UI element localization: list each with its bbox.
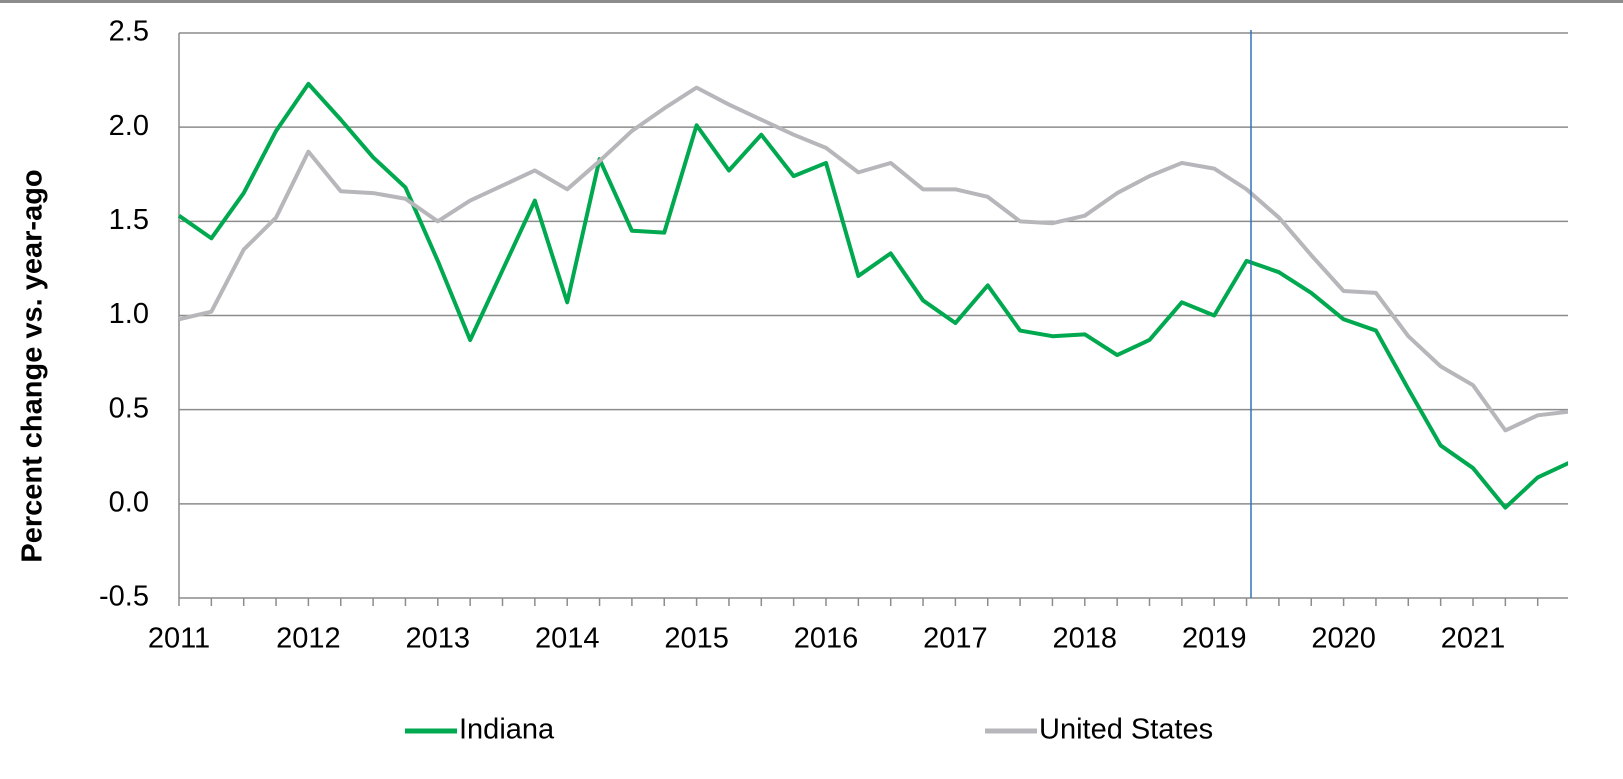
x-tick-label: 2016 (794, 623, 859, 655)
y-tick-label: 0.5 (109, 392, 149, 424)
series-line (177, 81, 1568, 510)
x-tick-label: 2018 (1053, 623, 1118, 655)
grid: -0.5 0.0 0.5 1.0 1.5 2.0 2.5 2011 2012 2013 2014 20… (99, 16, 1568, 655)
x-tick-label: 2020 (1311, 623, 1376, 655)
series-line (178, 85, 1568, 433)
legend-label: United States (1039, 714, 1213, 746)
top-border (0, 0, 1623, 3)
x-tick-label: 2011 (148, 623, 210, 655)
x-tick-label: 2019 (1182, 623, 1247, 655)
x-tick-label: 2013 (406, 623, 471, 655)
y-tick-label: 2.0 (109, 110, 149, 142)
plot (177, 81, 1568, 510)
legend: Indiana United States (405, 714, 1213, 746)
x-tick-label: 2021 (1441, 623, 1506, 655)
y-tick-label: 1.5 (109, 204, 149, 236)
y-axis-label: Percent change vs. year-ago (17, 169, 49, 562)
y-tick-label: -0.5 (99, 581, 149, 613)
x-tick-label: 2014 (535, 623, 600, 655)
y-tick-label: 2.5 (109, 16, 149, 48)
x-tick-label: 2017 (923, 623, 988, 655)
legend-label: Indiana (459, 714, 555, 746)
x-tick-label: 2015 (664, 623, 729, 655)
y-tick-label: 1.0 (109, 298, 149, 330)
x-tick-label: 2012 (276, 623, 341, 655)
y-tick-label: 0.0 (109, 486, 149, 518)
